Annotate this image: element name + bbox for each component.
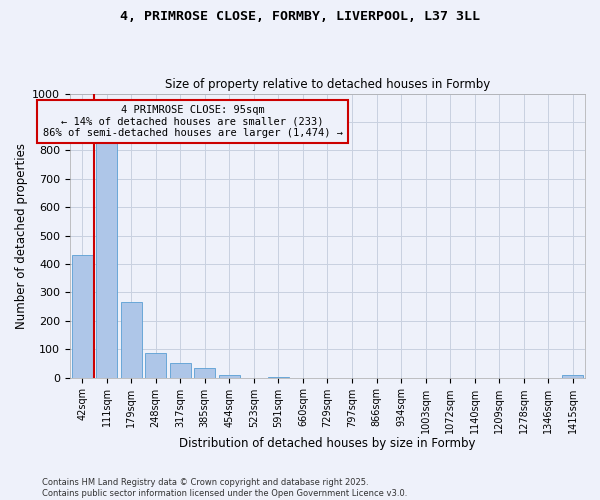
Bar	[96, 142, 117, 378]
Bar	[219, 376, 240, 378]
Text: Contains HM Land Registry data © Crown copyright and database right 2025.
Contai: Contains HM Land Registry data © Crown c…	[42, 478, 407, 498]
Bar	[145, 354, 166, 378]
Title: Size of property relative to detached houses in Formby: Size of property relative to detached ho…	[165, 78, 490, 91]
X-axis label: Distribution of detached houses by size in Formby: Distribution of detached houses by size …	[179, 437, 476, 450]
Bar	[121, 302, 142, 378]
Bar	[170, 364, 191, 378]
Bar	[72, 254, 92, 378]
Y-axis label: Number of detached properties: Number of detached properties	[15, 142, 28, 328]
Text: 4, PRIMROSE CLOSE, FORMBY, LIVERPOOL, L37 3LL: 4, PRIMROSE CLOSE, FORMBY, LIVERPOOL, L3…	[120, 10, 480, 23]
Bar	[194, 368, 215, 378]
Bar	[562, 376, 583, 378]
Bar	[268, 377, 289, 378]
Text: 4 PRIMROSE CLOSE: 95sqm
← 14% of detached houses are smaller (233)
86% of semi-d: 4 PRIMROSE CLOSE: 95sqm ← 14% of detache…	[43, 105, 343, 138]
